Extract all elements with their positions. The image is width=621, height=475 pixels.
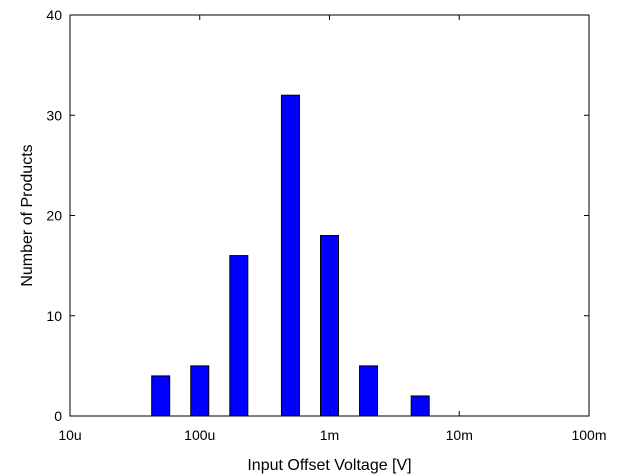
x-tick-label-2: 1m	[320, 427, 339, 443]
y-tick-label-2: 20	[46, 208, 62, 224]
bar-6	[410, 395, 430, 417]
ticks: 10u 100u 1m 10m 100m 0 10 20 30 40	[46, 7, 606, 443]
x-tick-label-4: 100m	[571, 427, 606, 443]
y-axis-label: Number of Products	[19, 144, 36, 286]
x-tick-label-3: 10m	[446, 427, 473, 443]
bar-5	[359, 365, 379, 417]
bar-1	[190, 365, 210, 417]
x-tick-label-1: 100u	[184, 427, 215, 443]
y-tick-label-1: 10	[46, 308, 62, 324]
y-tick-label-4: 40	[46, 7, 62, 23]
y-tick-label-3: 30	[46, 107, 62, 123]
y-tick-label-0: 0	[54, 408, 62, 424]
bars	[151, 94, 430, 417]
bar-2	[229, 255, 249, 417]
x-tick-label-0: 10u	[58, 427, 81, 443]
bar-3	[280, 94, 300, 417]
bar-4	[320, 235, 339, 417]
x-axis-label: Input Offset Voltage [V]	[247, 457, 411, 474]
bar-0	[151, 375, 171, 417]
